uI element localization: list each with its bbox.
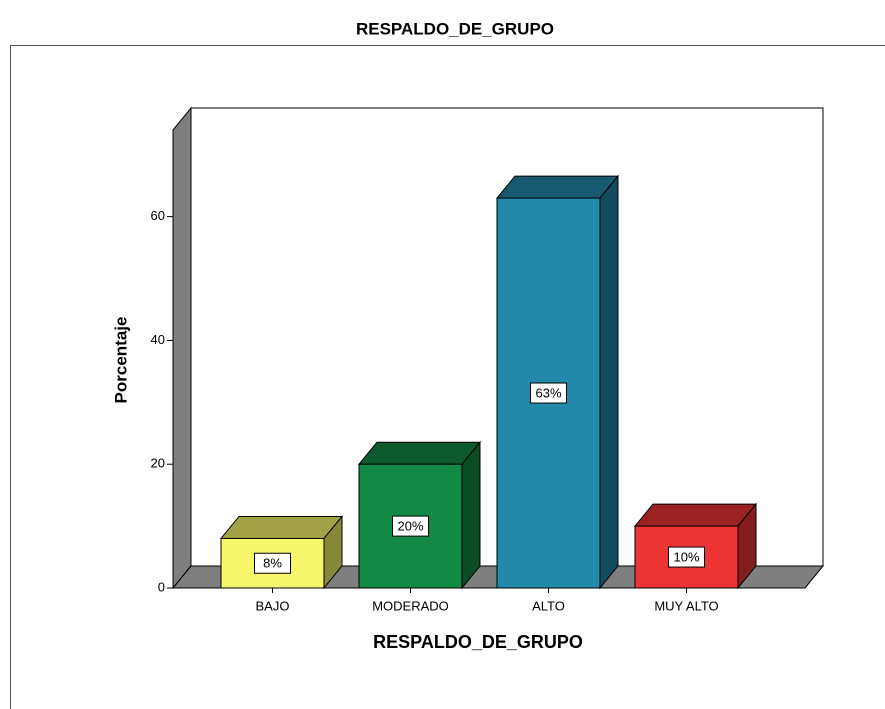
value-label-box: [254, 552, 291, 574]
value-label: 63%: [535, 385, 561, 400]
bar-top: [357, 441, 482, 465]
value-label-box: [392, 515, 429, 537]
bar-side: [599, 174, 619, 590]
x-tick-label: ALTO: [532, 598, 565, 613]
x-axis-label: RESPALDO_DE_GRUPO: [373, 632, 583, 652]
x-tick-label: BAJO: [256, 598, 290, 613]
value-label-box: [530, 382, 567, 404]
value-label: 10%: [673, 549, 699, 564]
y-tick-label: 0: [158, 579, 165, 594]
bar-top: [219, 515, 344, 539]
y-tick-label: 20: [151, 456, 165, 471]
value-label-box: [668, 546, 705, 568]
x-tick-label: MODERADO: [372, 598, 449, 613]
value-label: 20%: [397, 519, 423, 534]
x-tick-label: MUY ALTO: [654, 598, 718, 613]
left-wall: [172, 106, 192, 590]
bar-side: [461, 440, 481, 590]
bar-top: [495, 175, 620, 199]
y-tick-label: 40: [151, 332, 165, 347]
value-label: 8%: [263, 556, 282, 571]
y-axis-label: Porcentaje: [111, 317, 130, 404]
frame: [10, 45, 885, 709]
bar-top: [633, 503, 758, 527]
y-tick-label: 60: [151, 208, 165, 223]
chart-title: RESPALDO_DE_GRUPO: [356, 19, 554, 38]
